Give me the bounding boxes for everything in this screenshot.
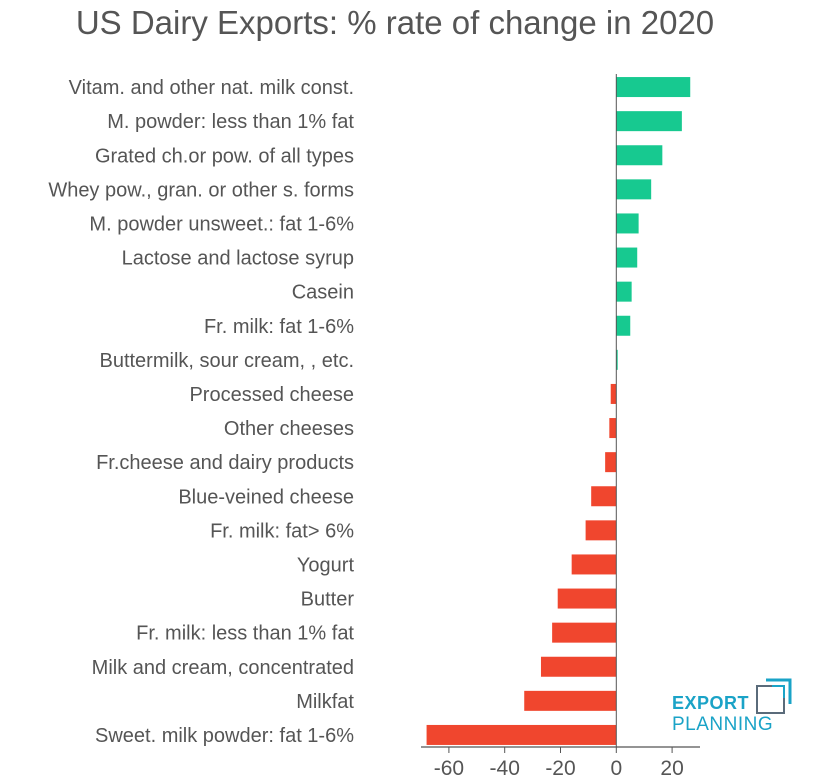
category-label: M. powder unsweet.: fat 1-6% bbox=[89, 213, 354, 235]
category-labels-group: Vitam. and other nat. milk const. M. powd… bbox=[48, 77, 354, 747]
bars-group bbox=[426, 77, 691, 745]
category-label: Fr. milk: less than 1% fat bbox=[136, 623, 354, 645]
export-planning-logo: EXPORT PLANNING bbox=[672, 672, 797, 742]
category-label: Grated ch.or pow. of all types bbox=[95, 145, 354, 167]
bar-7 bbox=[616, 315, 631, 336]
logo-text-export: EXPORT bbox=[672, 693, 750, 713]
x-tick-label: -60 bbox=[434, 757, 464, 780]
bar-17 bbox=[540, 656, 617, 677]
x-axis: -60 -40 -20 0 20 bbox=[421, 746, 700, 780]
bar-1 bbox=[616, 111, 682, 132]
category-label: Casein bbox=[292, 282, 354, 304]
bar-18 bbox=[524, 690, 617, 711]
bar-3 bbox=[616, 179, 652, 200]
bar-11 bbox=[605, 452, 617, 473]
bar-2 bbox=[616, 145, 663, 166]
category-label: Yogurt bbox=[297, 554, 355, 576]
category-label: Whey pow., gran. or other s. forms bbox=[48, 179, 354, 201]
category-label: Butter bbox=[301, 589, 355, 611]
bar-12 bbox=[591, 486, 617, 507]
bar-15 bbox=[557, 588, 617, 609]
category-label: Processed cheese bbox=[189, 384, 354, 406]
category-label: Sweet. milk powder: fat 1-6% bbox=[95, 725, 354, 747]
chart-title: US Dairy Exports: % rate of change in 20… bbox=[75, 4, 715, 41]
category-label: Milk and cream, concentrated bbox=[92, 657, 354, 679]
category-label: Vitam. and other nat. milk const. bbox=[69, 77, 354, 99]
bar-19 bbox=[426, 724, 617, 745]
x-tick-label: 20 bbox=[660, 757, 683, 780]
x-tick-label: 0 bbox=[610, 757, 622, 780]
bar-14 bbox=[571, 554, 617, 575]
category-label: Fr.cheese and dairy products bbox=[96, 452, 354, 474]
bar-10 bbox=[609, 418, 617, 439]
x-tick-label: -20 bbox=[545, 757, 575, 780]
category-label: M. powder: less than 1% fat bbox=[107, 111, 354, 133]
category-label: Fr. milk: fat 1-6% bbox=[204, 316, 354, 338]
category-label: Blue-veined cheese bbox=[178, 486, 354, 508]
bar-4 bbox=[616, 213, 639, 234]
category-label: Milkfat bbox=[296, 691, 354, 713]
bar-8 bbox=[616, 349, 618, 370]
logo-text-planning: PLANNING bbox=[672, 714, 774, 735]
category-label: Lactose and lactose syrup bbox=[122, 248, 354, 270]
category-label: Buttermilk, sour cream, , etc. bbox=[99, 350, 354, 372]
x-tick-label: -40 bbox=[490, 757, 520, 780]
logo-mark-icon bbox=[756, 678, 792, 714]
bar-6 bbox=[616, 281, 632, 302]
category-label: Fr. milk: fat> 6% bbox=[210, 520, 354, 542]
bar-5 bbox=[616, 247, 638, 268]
bar-9 bbox=[610, 383, 617, 404]
bar-0 bbox=[616, 77, 691, 98]
bar-13 bbox=[585, 520, 617, 541]
bar-16 bbox=[552, 622, 617, 643]
category-label: Other cheeses bbox=[224, 418, 354, 440]
